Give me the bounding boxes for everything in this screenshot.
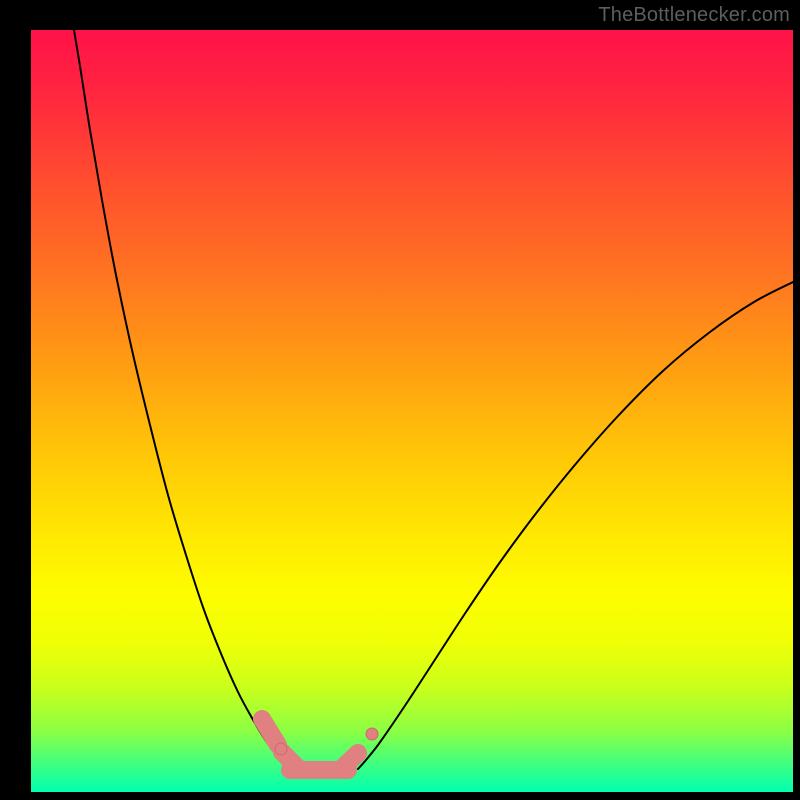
chart-frame: TheBottlenecker.com [0,0,800,800]
marker-segment-3 [340,753,358,770]
watermark-text: TheBottlenecker.com [598,4,790,27]
bottleneck-chart [0,0,800,800]
marker-dot-1 [366,728,378,740]
plot-background [31,30,793,792]
marker-dot-0 [275,743,287,755]
